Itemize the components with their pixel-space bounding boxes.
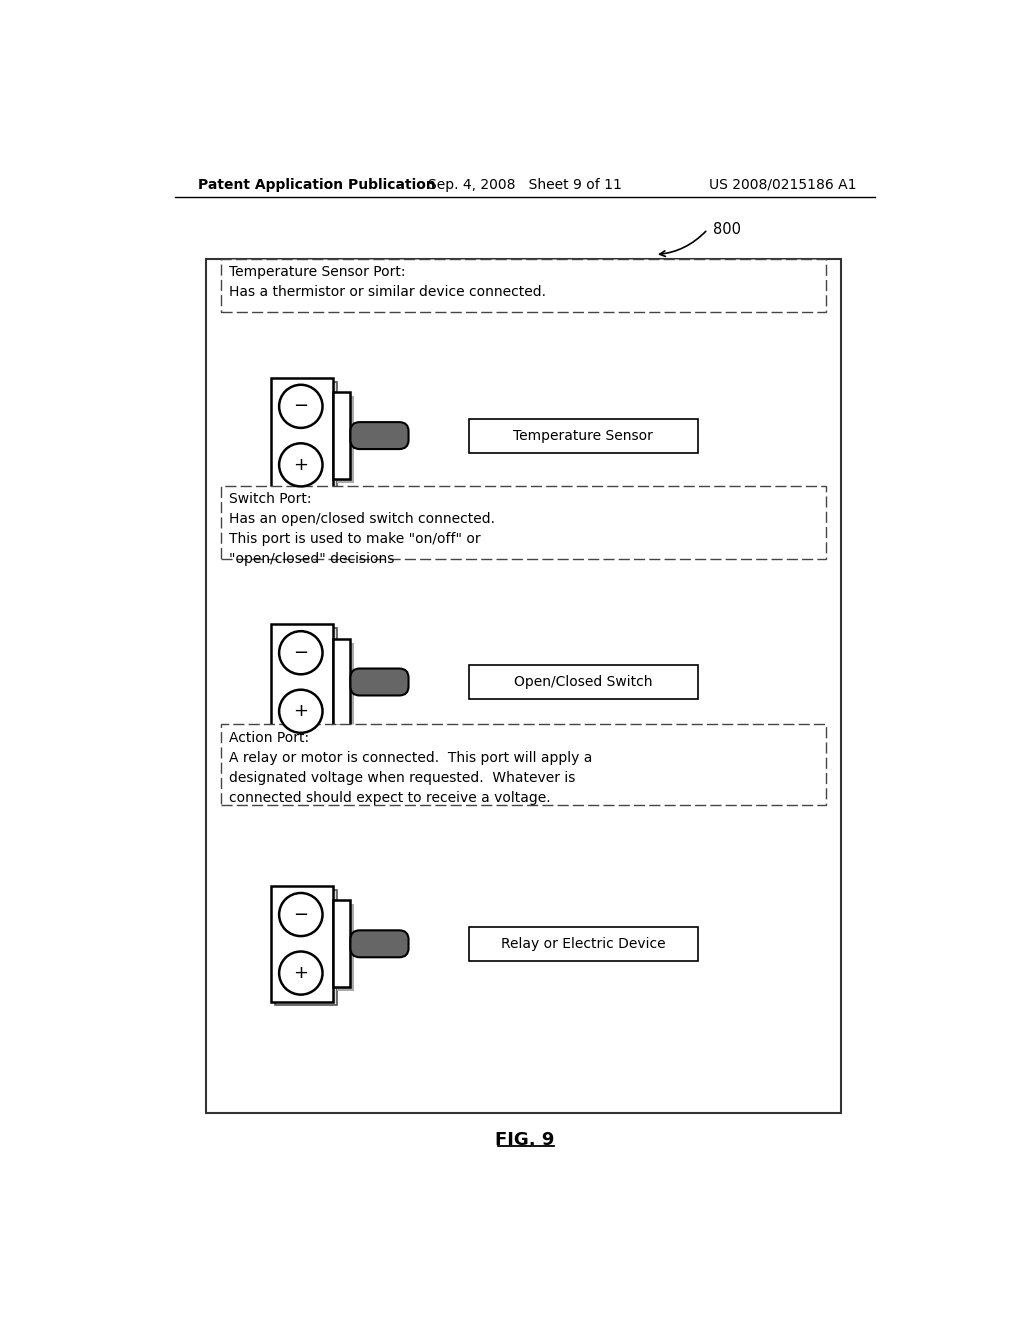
Text: +: +	[293, 964, 308, 982]
Text: Temperature Sensor: Temperature Sensor	[513, 429, 653, 442]
Text: Relay or Electric Device: Relay or Electric Device	[501, 937, 666, 950]
Bar	[221, 725, 825, 805]
Bar	[275, 628, 337, 743]
Text: Action Port:
A relay or motor is connected.  This port will apply a
designated v: Action Port: A relay or motor is connect…	[228, 730, 592, 805]
Text: +: +	[293, 455, 308, 474]
Circle shape	[280, 952, 323, 995]
Text: −: −	[293, 397, 308, 416]
Bar	[337, 904, 354, 991]
Bar	[271, 378, 334, 494]
Text: Temperature Sensor Port:
Has a thermistor or similar device connected.: Temperature Sensor Port: Has a thermisto…	[228, 264, 546, 298]
Text: Open/Closed Switch: Open/Closed Switch	[514, 675, 652, 689]
Bar	[469, 418, 697, 453]
FancyBboxPatch shape	[350, 931, 409, 957]
Bar	[469, 665, 697, 700]
Bar	[221, 259, 825, 313]
Text: US 2008/0215186 A1: US 2008/0215186 A1	[709, 178, 856, 191]
Circle shape	[280, 385, 323, 428]
Bar	[271, 624, 334, 739]
Bar	[221, 486, 825, 558]
Bar	[337, 396, 354, 483]
Text: FIG. 9: FIG. 9	[496, 1131, 554, 1150]
Bar	[337, 643, 354, 729]
Text: Switch Port:
Has an open/closed switch connected.
This port is used to make "on/: Switch Port: Has an open/closed switch c…	[228, 492, 495, 566]
Bar	[334, 900, 350, 987]
Text: −: −	[293, 906, 308, 924]
Circle shape	[280, 631, 323, 675]
Text: Patent Application Publication: Patent Application Publication	[198, 178, 435, 191]
Bar	[334, 639, 350, 725]
Circle shape	[280, 689, 323, 733]
Bar	[469, 927, 697, 961]
Bar	[334, 392, 350, 479]
Circle shape	[280, 892, 323, 936]
FancyBboxPatch shape	[350, 668, 409, 696]
Text: Sep. 4, 2008   Sheet 9 of 11: Sep. 4, 2008 Sheet 9 of 11	[428, 178, 622, 191]
FancyBboxPatch shape	[350, 422, 409, 449]
Bar	[206, 259, 841, 1113]
Text: 800: 800	[713, 222, 741, 236]
Bar	[275, 890, 337, 1006]
Circle shape	[280, 444, 323, 487]
Bar	[275, 381, 337, 498]
Bar	[271, 886, 334, 1002]
Text: +: +	[293, 702, 308, 721]
Text: −: −	[293, 644, 308, 661]
